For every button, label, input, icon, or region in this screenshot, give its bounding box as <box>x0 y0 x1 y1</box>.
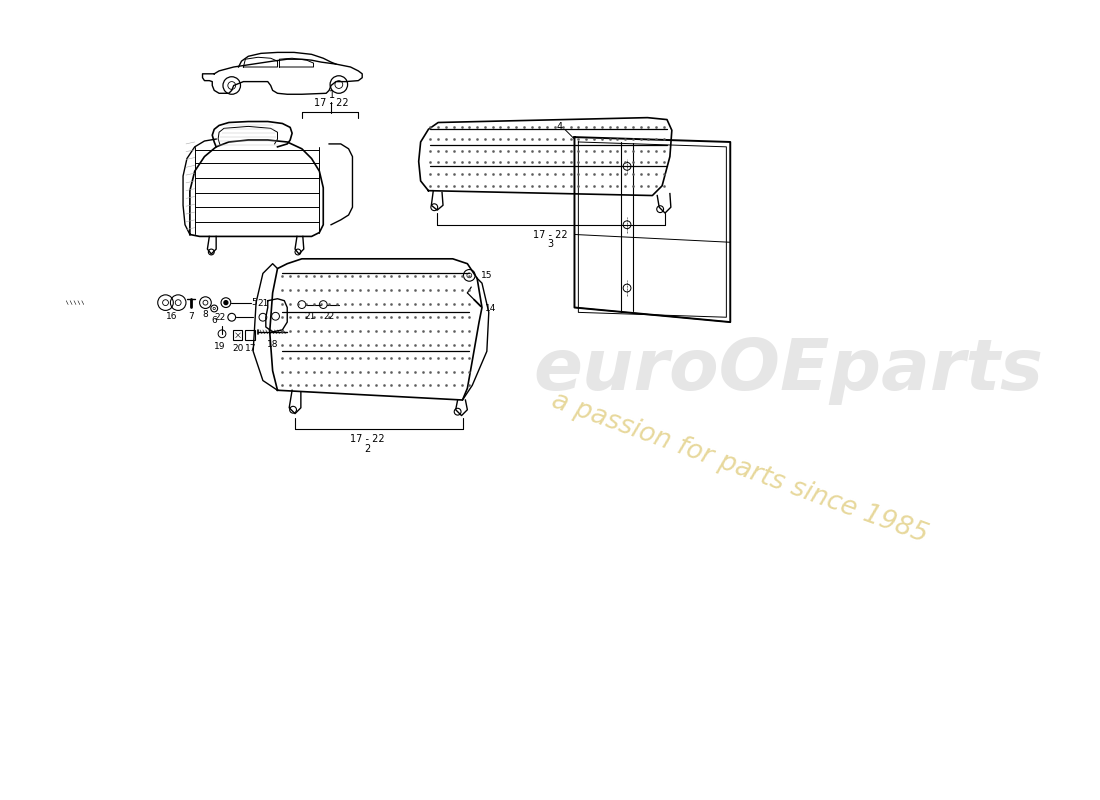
Text: 22: 22 <box>323 312 334 322</box>
Text: 21: 21 <box>257 299 268 309</box>
Text: 5: 5 <box>251 298 257 307</box>
Text: 4: 4 <box>557 122 563 132</box>
Text: 7: 7 <box>188 312 194 321</box>
Bar <box>233 330 242 340</box>
Text: 2: 2 <box>364 444 371 454</box>
Text: 14: 14 <box>485 304 496 313</box>
Bar <box>245 330 255 340</box>
Text: 6: 6 <box>211 316 217 325</box>
Text: 1: 1 <box>329 90 336 100</box>
Text: 17 - 22: 17 - 22 <box>314 98 349 108</box>
Text: 17 - 22: 17 - 22 <box>532 230 568 240</box>
Text: 18: 18 <box>267 340 278 349</box>
Text: euroOEparts: euroOEparts <box>534 336 1044 406</box>
Text: 17: 17 <box>244 343 256 353</box>
Text: a passion for parts since 1985: a passion for parts since 1985 <box>549 388 932 549</box>
Text: 20: 20 <box>232 343 243 353</box>
Text: 19: 19 <box>214 342 225 350</box>
Text: 17 - 22: 17 - 22 <box>350 434 384 444</box>
Text: 8: 8 <box>202 310 208 319</box>
Text: 3: 3 <box>547 239 553 250</box>
Text: 16: 16 <box>166 312 177 321</box>
Circle shape <box>224 301 228 305</box>
Text: 15: 15 <box>481 271 493 280</box>
Text: 22: 22 <box>214 313 225 322</box>
Text: 21: 21 <box>304 312 316 322</box>
